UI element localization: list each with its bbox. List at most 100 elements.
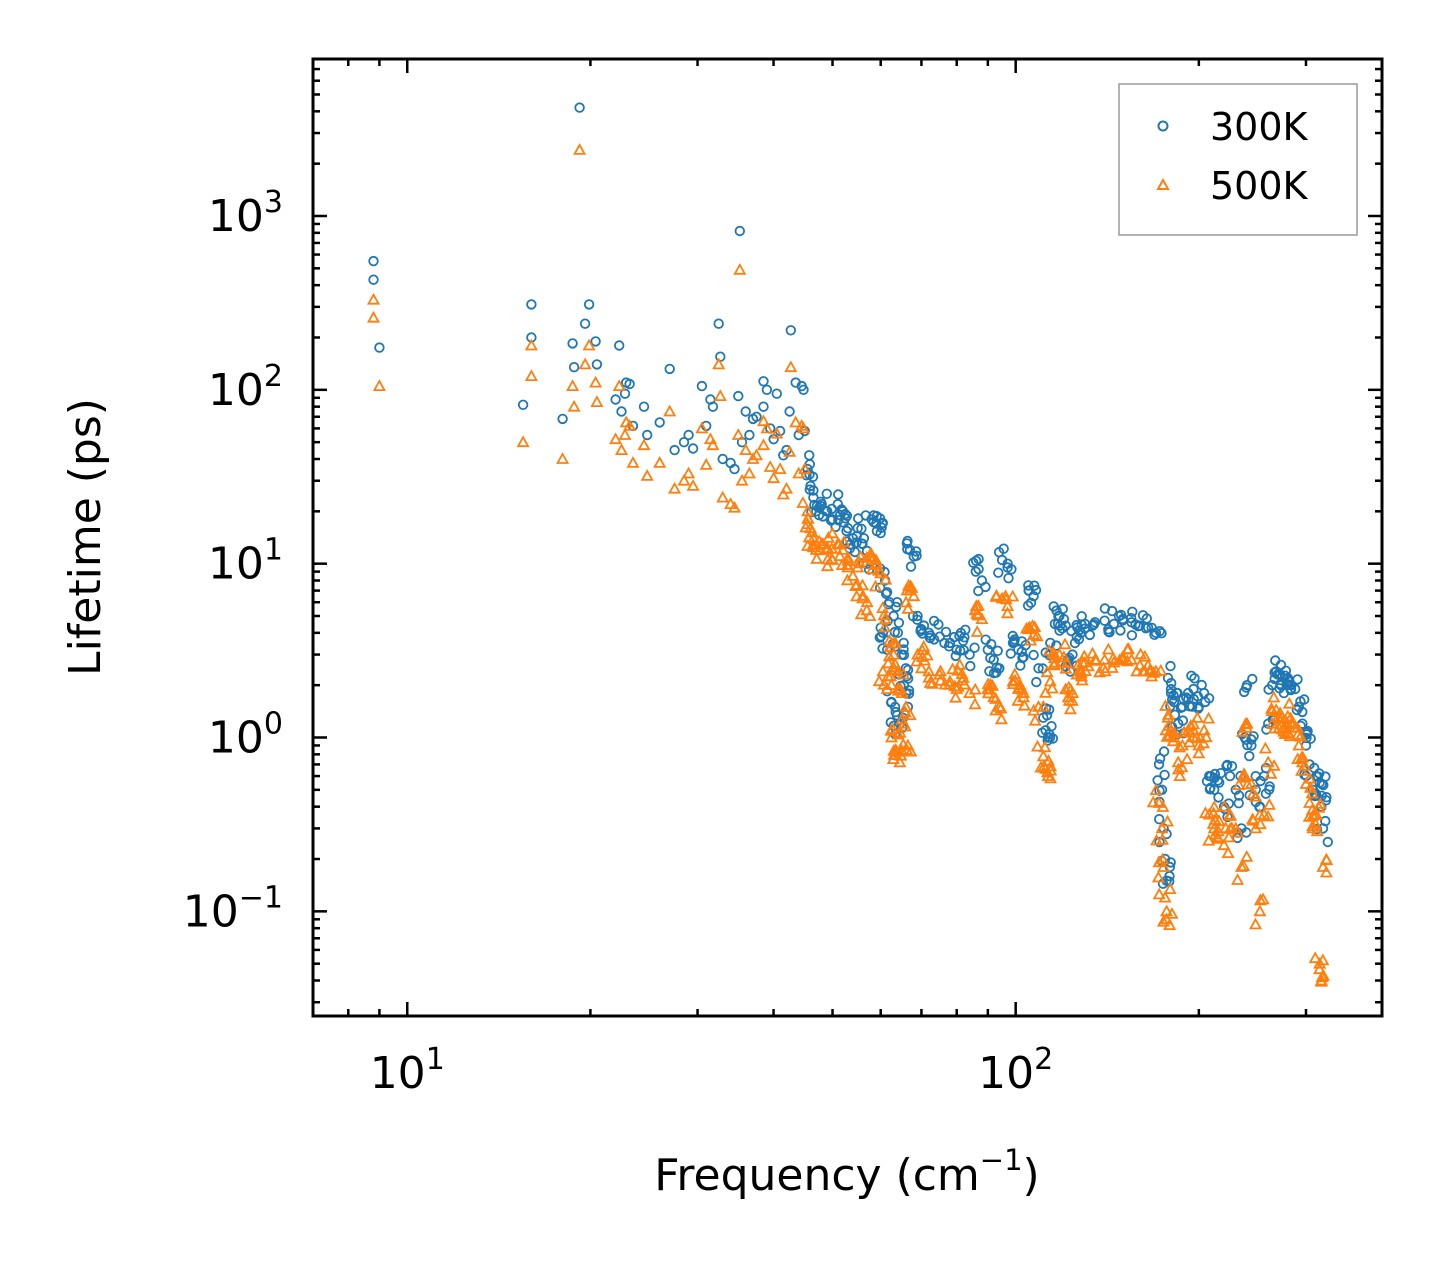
point-500k-74-1 [860, 603, 874, 616]
point-500k-4-0 [524, 338, 538, 351]
legend-box [1118, 83, 1358, 236]
point-300k-69-2 [840, 508, 851, 520]
point-300k-21-0 [638, 401, 650, 412]
point-500k-83-1 [903, 708, 917, 721]
point-500k-109-2 [1011, 693, 1025, 706]
point-500k-110-2 [1017, 698, 1031, 711]
point-500k-96-1 [933, 673, 948, 686]
y-tick-label: 103 [208, 185, 283, 242]
point-300k-0-0 [368, 255, 379, 267]
point-300k-124-1 [1069, 637, 1081, 649]
point-500k-67-3 [820, 559, 834, 572]
point-300k-150-3 [1209, 772, 1220, 784]
point-300k-45-0 [758, 376, 769, 387]
tick-labels: 101 102 103 102 101 100 10−1 [183, 185, 1053, 1099]
point-500k-105-1 [994, 701, 1008, 714]
point-500k-113-3 [1028, 713, 1042, 726]
point-500k-107-2 [1000, 606, 1015, 619]
point-500k-70-3 [841, 551, 855, 563]
y-tick-label: 10−1 [183, 880, 283, 937]
point-500k-114-2 [1030, 739, 1045, 752]
legend: 300K 500K [1118, 83, 1358, 236]
point-300k-145-0 [1188, 683, 1199, 695]
point-500k-0-0 [366, 292, 381, 305]
point-500k-25-0 [668, 481, 682, 494]
point-300k-120-2 [1060, 620, 1071, 631]
point-300k-156-2 [1238, 686, 1250, 698]
point-500k-120-0 [1057, 650, 1071, 662]
point-300k-92-1 [911, 550, 922, 562]
point-500k-68-1 [825, 526, 839, 539]
point-500k-89-3 [893, 725, 907, 738]
point-500k-38-0 [731, 428, 745, 440]
point-500k-12-0 [589, 375, 603, 388]
point-300k-126-2 [1088, 619, 1100, 630]
point-500k-143-1 [1180, 752, 1194, 765]
point-300k-110-3 [1017, 652, 1028, 664]
point-500k-49-0 [767, 471, 781, 484]
point-300k-82-1 [898, 644, 909, 655]
point-500k-159-3 [1253, 893, 1267, 906]
point-300k-100-3 [958, 645, 970, 656]
point-500k-169-0 [1292, 738, 1306, 751]
point-500k-84-1 [881, 656, 895, 669]
point-300k-132-3 [1141, 613, 1153, 624]
point-300k-168-2 [1292, 674, 1303, 685]
point-500k-73-2 [856, 589, 870, 601]
point-500k-55-0 [784, 360, 798, 373]
point-500k-71-2 [840, 573, 854, 586]
point-300k-157-3 [1246, 734, 1257, 745]
point-500k-75-3 [869, 553, 883, 565]
point-500k-81-0 [891, 664, 905, 677]
point-300k-134-2 [1159, 769, 1170, 781]
point-500k-139-2 [1161, 708, 1176, 720]
point-300k-133-3 [1154, 626, 1166, 637]
point-500k-30-0 [699, 458, 713, 470]
point-300k-79-2 [880, 588, 892, 600]
point-500k-92-0 [907, 589, 921, 602]
data-points [366, 102, 1334, 987]
point-300k-77-2 [877, 517, 889, 529]
point-500k-50-0 [770, 426, 784, 439]
point-300k-66-2 [817, 511, 829, 522]
point-300k-96-2 [928, 634, 940, 645]
point-500k-149-3 [1202, 833, 1216, 846]
point-300k-72-2 [856, 523, 867, 535]
point-500k-170-3 [1295, 763, 1309, 776]
point-500k-105-3 [989, 703, 1003, 716]
point-500k-115-3 [1043, 759, 1058, 772]
point-500k-148-2 [1198, 806, 1212, 819]
point-500k-117-2 [1038, 685, 1053, 698]
point-300k-120-0 [1058, 613, 1070, 625]
point-500k-100-1 [968, 682, 982, 695]
point-500k-154-2 [1240, 849, 1254, 862]
point-500k-135-0 [1155, 821, 1169, 834]
point-500k-153-2 [1223, 809, 1237, 821]
point-500k-161-2 [1267, 758, 1281, 771]
point-500k-121-3 [1063, 702, 1077, 715]
point-500k-3-0 [516, 435, 530, 448]
point-300k-139-0 [1162, 672, 1174, 684]
point-500k-2-0 [372, 379, 386, 392]
point-500k-160-3 [1262, 798, 1276, 810]
point-300k-14-0 [610, 394, 621, 405]
point-300k-82-2 [898, 649, 910, 661]
point-300k-177-2 [1322, 836, 1334, 848]
point-300k-131-3 [1130, 619, 1141, 630]
point-500k-161-3 [1258, 741, 1272, 754]
point-300k-154-1 [1232, 832, 1243, 844]
point-500k-134-2 [1146, 795, 1160, 808]
point-500k-127-3 [1096, 661, 1111, 673]
point-300k-128-1 [1103, 626, 1114, 637]
point-500k-8-0 [567, 399, 581, 412]
point-500k-147-2 [1202, 711, 1216, 724]
point-500k-133-2 [1145, 669, 1159, 682]
point-500k-170-1 [1291, 752, 1305, 764]
point-500k-112-1 [1030, 629, 1044, 642]
point-300k-81-1 [893, 617, 905, 629]
point-300k-112-1 [1030, 584, 1042, 596]
point-500k-99-2 [951, 663, 965, 676]
point-500k-130-2 [1120, 642, 1134, 655]
point-500k-21-0 [637, 438, 651, 451]
point-500k-16-0 [614, 443, 629, 456]
